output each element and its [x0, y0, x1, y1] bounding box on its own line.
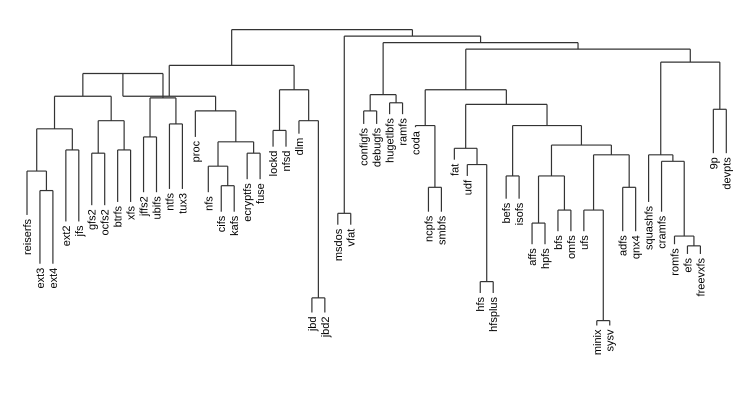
leaf-label: lockd [268, 151, 280, 177]
leaf-label: proc [190, 140, 202, 162]
leaf-label: configfs [359, 127, 371, 165]
leaf-label: ext2 [61, 225, 73, 246]
leaf-label: jffs2 [139, 196, 151, 217]
leaf-label: kafs [229, 215, 241, 236]
leaf-label: nfsd [281, 151, 293, 172]
leaf-label: devpts [721, 157, 733, 190]
leaf-label: omfs [566, 235, 578, 259]
leaf-label: ext4 [48, 268, 60, 289]
leaf-label: bfs [553, 235, 565, 250]
dendrogram-links [26, 29, 727, 326]
leaf-label: udf [462, 179, 474, 195]
leaf-label: qnx4 [631, 235, 643, 259]
leaf-label: tux3 [177, 193, 189, 214]
leaf-label: ocfs2 [100, 209, 112, 235]
leaf-label: befs [501, 202, 513, 223]
leaf-label: efs [682, 257, 694, 272]
leaf-label: cifs [216, 215, 228, 232]
leaf-label: ecryptfs [242, 183, 254, 222]
leaf-label: vfat [346, 229, 358, 247]
leaf-label: romfs [670, 248, 682, 276]
leaf-label: nfs [203, 196, 215, 211]
leaf-label: smbfs [436, 215, 448, 245]
leaf-label: hugetlbfs [385, 118, 397, 163]
leaf-label: msdos [333, 228, 345, 261]
leaf-label: hfsplus [488, 296, 500, 331]
leaf-label: jfs [74, 225, 86, 238]
leaf-label: freevxfs [695, 257, 707, 296]
leaf-label: btrfs [113, 205, 125, 227]
leaf-label: ntfs [164, 192, 176, 210]
leaf-label: hfs [475, 296, 487, 311]
leaf-label: xfs [126, 205, 138, 220]
leaf-label: affs [527, 248, 539, 266]
leaf-label: fat [449, 164, 461, 176]
leaf-label: jbd2 [320, 316, 332, 338]
leaf-label: jbd [307, 316, 319, 332]
leaf-label: reiserfs [22, 218, 34, 255]
leaf-label: sysv [605, 329, 617, 352]
leaf-label: isofs [514, 202, 526, 225]
leaf-label: coda [411, 130, 423, 155]
leaf-label: gfs2 [87, 209, 99, 230]
leaf-label: debugfs [372, 127, 384, 167]
leaf-label: ubifs [152, 196, 164, 220]
leaf-label: cramfs [657, 215, 669, 249]
leaf-label: ext3 [35, 268, 47, 289]
leaf-label: 9p [708, 157, 720, 169]
leaf-label: ramfs [398, 118, 410, 146]
leaf-label: hpfs [540, 248, 552, 269]
leaf-label: ncpfs [423, 215, 435, 242]
leaf-label: dlm [294, 138, 306, 156]
leaf-label: ufs [579, 235, 591, 250]
leaf-label: squashfs [644, 205, 656, 250]
leaf-label: minix [592, 329, 604, 355]
leaf-label: fuse [255, 183, 267, 204]
leaf-label: adfs [618, 235, 630, 256]
